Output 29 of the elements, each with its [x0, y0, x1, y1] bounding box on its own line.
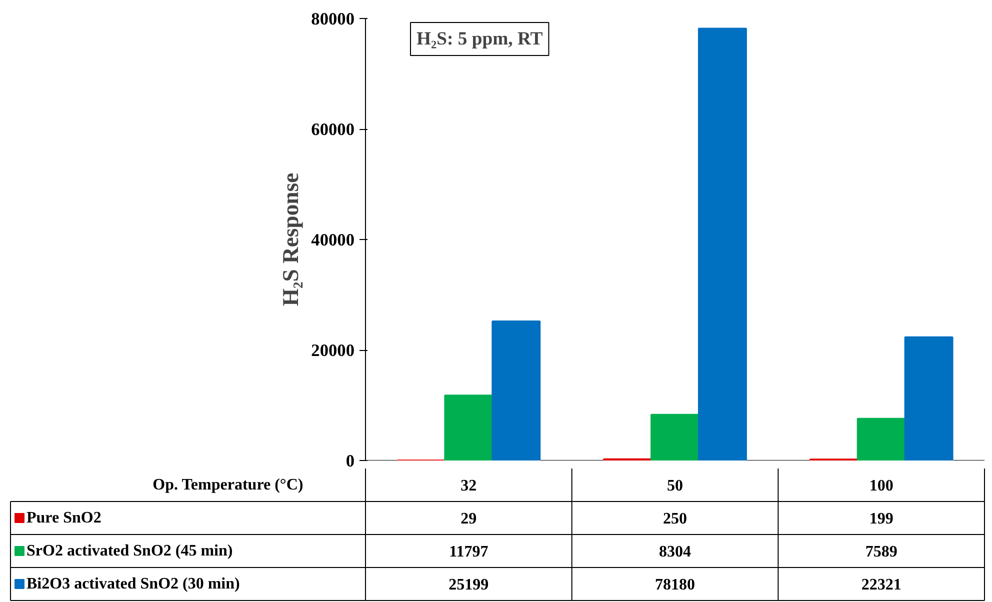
legend-label: SrO2 activated SnO2 (45 min) — [26, 542, 233, 560]
x-tick-label: 50 — [667, 478, 683, 494]
data-label: 11797 — [449, 544, 488, 560]
y-axis-title: H₂S Response — [278, 172, 304, 306]
data-label: 78180 — [655, 576, 695, 594]
data-label: 7589 — [865, 544, 898, 560]
y-tick-label: 40000 — [311, 230, 355, 250]
data-label: 8304 — [659, 544, 691, 560]
bar — [856, 418, 906, 460]
data-label: 199 — [869, 510, 894, 528]
legend-label: Pure SnO2 — [26, 510, 102, 526]
bar — [904, 336, 954, 460]
bar — [444, 394, 494, 460]
bar — [698, 28, 747, 460]
bar — [650, 414, 700, 460]
bar — [492, 320, 541, 460]
x-tick-label: 100 — [869, 478, 894, 494]
data-label: 250 — [663, 510, 687, 528]
y-tick-label: 80000 — [311, 10, 355, 28]
data-label: 22321 — [861, 576, 902, 594]
y-tick-label: 20000 — [311, 341, 355, 360]
data-label: 29 — [460, 510, 477, 528]
x-tick-label: 32 — [460, 478, 477, 494]
legend-label: Bi2O3 activated SnO2 (30 min) — [26, 576, 240, 592]
y-tick-label: 60000 — [311, 120, 355, 139]
data-label: 25199 — [448, 576, 489, 594]
y-tick-label: 0 — [346, 452, 355, 470]
x-axis-title: Op. Temperature (°C) — [152, 476, 304, 494]
annotation: H₂S: 5 ppm, RT — [416, 28, 544, 50]
